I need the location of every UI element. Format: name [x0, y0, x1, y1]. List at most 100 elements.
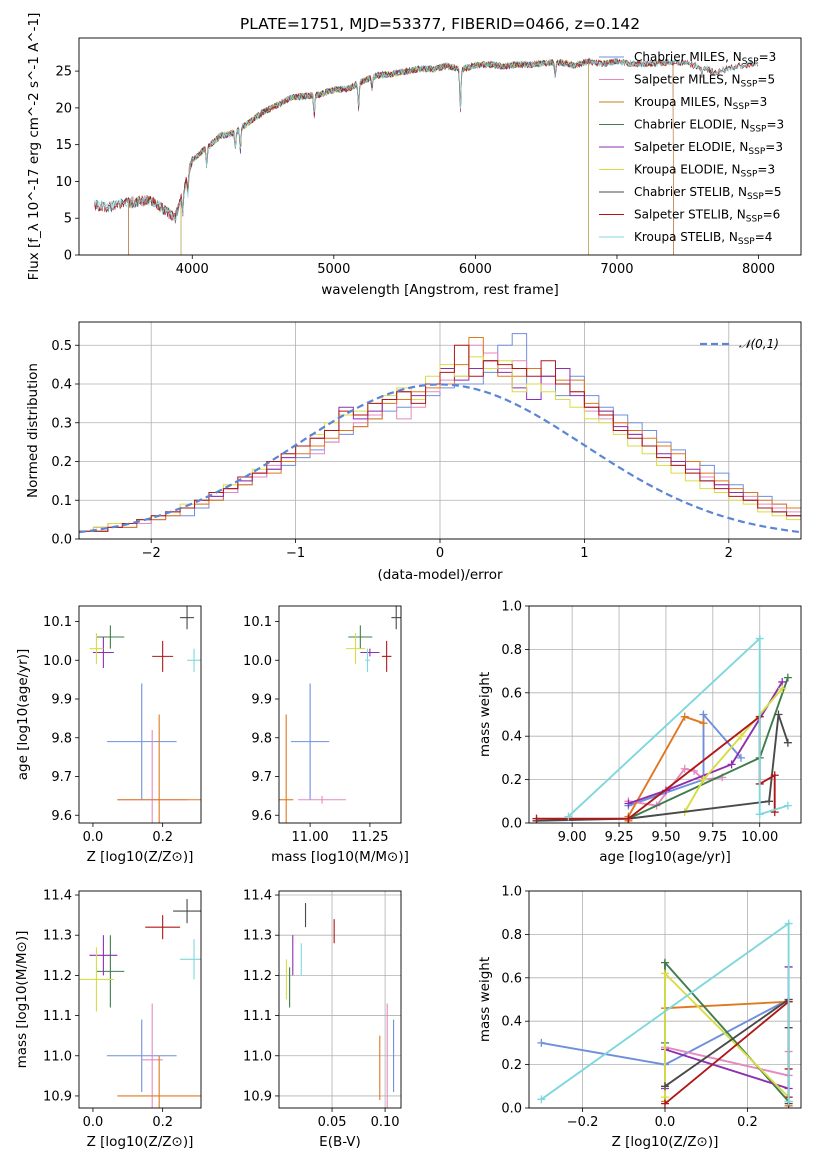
- y-tick-label: 9.7: [251, 770, 272, 785]
- y-tick-label: 0: [64, 249, 72, 264]
- x-tick-label: 9.75: [698, 830, 727, 845]
- y-axis-label: mass weight: [477, 672, 493, 757]
- axes-mass_vs_Z: 0.0 0.2 10.9 11.0 11.1 11.2 11.3 11.4 Z [log10(Z…: [14, 889, 202, 1150]
- errorbar-point: [173, 899, 201, 924]
- plot-area-age_vs_mass: [279, 606, 401, 823]
- y-tick-label: 10.0: [243, 654, 272, 669]
- errorbar-point: [381, 640, 392, 672]
- errorbar-point: [89, 633, 104, 665]
- legend-entry: 𝒩(0,1): [739, 337, 779, 351]
- y-tick-label: 11.3: [243, 929, 272, 944]
- errorbar-point: [391, 606, 401, 630]
- errorbar-point: [187, 648, 201, 672]
- weight-point-marker: [736, 753, 745, 762]
- y-axis-label: Normed distribution: [25, 363, 41, 498]
- axes-age_vs_Z: 0.0 0.2 9.6 9.7 9.8 9.9 10.0 10.1 Z [log10(Z/Z⊙)…: [15, 605, 202, 865]
- weight-point-marker: [699, 775, 708, 784]
- axes-frame: [278, 890, 402, 1109]
- x-tick-label: 10.00: [741, 830, 778, 845]
- weight-point-marker: [784, 1097, 793, 1106]
- axes-weight_vs_Z: −0.2 0.0 0.2 0.0 0.2 0.4 0.6 0.8 1.0 Z [log10(Z/Z…: [477, 885, 802, 1150]
- x-tick-label: 8000: [742, 262, 775, 277]
- legend-entry: Salpeter MILES, NSSP=5: [634, 73, 775, 90]
- plot-area-mass_vs_ebv: [285, 903, 395, 1108]
- y-tick-label: 10.9: [43, 1089, 72, 1104]
- x-tick-label: −1: [286, 546, 305, 561]
- y-tick-label: 15: [55, 138, 72, 153]
- plot-area-weight_vs_Z: [537, 919, 793, 1108]
- legend-entry: Salpeter STELIB, NSSP=6: [634, 208, 780, 225]
- errorbar-point: [79, 947, 114, 1012]
- axes-residual_hist: −2 −1 0 1 2 0.0 0.1 0.2 0.3 0.4 0.5 (data-model)/er…: [25, 321, 802, 583]
- x-axis-label: Z [log10(Z/Z⊙)]: [87, 1134, 194, 1150]
- spectrum-line: [180, 58, 589, 255]
- legend-entry: Salpeter ELODIE, NSSP=3: [634, 140, 783, 157]
- axes-frame: [78, 605, 202, 824]
- axes-frame: [78, 321, 802, 540]
- weight-series-line: [664, 999, 790, 1105]
- y-tick-label: 5: [64, 212, 72, 227]
- spectrum-line: [180, 58, 589, 255]
- x-tick-label: 0: [436, 546, 444, 561]
- plot-area-age_vs_Z: [89, 606, 201, 823]
- spectrum-line: [128, 57, 674, 255]
- weight-point-marker: [755, 634, 764, 643]
- y-tick-label: 9.9: [251, 693, 272, 708]
- errorbar-point: [106, 683, 177, 800]
- y-axis-label: Flux [f_λ 10^-17 erg cm^-2 s^-1 A^-1]: [26, 13, 42, 281]
- weight-series-line: [664, 1046, 790, 1077]
- legend-entry: Kroupa ELODIE, NSSP=3: [634, 163, 775, 180]
- histogram-series: [79, 344, 801, 539]
- y-tick-label: 11.3: [43, 929, 72, 944]
- axes-mass_vs_ebv: 0.05 0.10 10.9 11.0 11.1 11.2 11.3 11.4 E(B-V): [243, 889, 402, 1150]
- x-axis-label: (data-model)/error: [377, 567, 503, 583]
- errorbar-point: [279, 714, 294, 823]
- x-tick-label: 9.50: [651, 830, 680, 845]
- plot-area-mass_vs_Z: [79, 899, 201, 1108]
- legend-entry: Chabrier STELIB, NSSP=5: [634, 185, 782, 202]
- y-tick-label: 0.5: [51, 339, 72, 354]
- x-axis-label: Z [log10(Z/Z⊙)]: [87, 849, 194, 865]
- x-tick-label: 0.2: [152, 1115, 173, 1130]
- x-tick-label: 0.10: [371, 1115, 400, 1130]
- y-tick-label: 0.0: [501, 817, 522, 832]
- weight-point-marker: [624, 814, 633, 823]
- spectrum-line: [128, 58, 674, 255]
- x-axis-label: age [log10(age/yr)]: [599, 849, 731, 865]
- legend-spectrum: Chabrier MILES, NSSP=3 Salpeter MILES, NS…: [599, 50, 784, 247]
- axes-frame: [528, 605, 802, 824]
- errorbar-point: [290, 683, 330, 800]
- x-tick-label: 0.0: [655, 1115, 676, 1130]
- weight-point-marker: [680, 764, 689, 773]
- errorbar-point: [145, 915, 181, 940]
- weight-point-marker: [783, 673, 792, 682]
- weight-point-marker: [774, 710, 783, 719]
- y-tick-label: 0.2: [501, 773, 522, 788]
- weight-point-marker: [661, 1099, 669, 1108]
- x-tick-label: −0.2: [567, 1115, 599, 1130]
- axes-frame: [528, 890, 802, 1109]
- weight-point-marker: [727, 760, 736, 769]
- weight-series-line: [664, 971, 790, 1098]
- weight-point-marker: [778, 684, 787, 693]
- legend-entry: Kroupa STELIB, NSSP=4: [634, 230, 772, 247]
- spectrum-line: [128, 57, 674, 255]
- axes-weight_vs_age: 9.00 9.25 9.50 9.75 10.00 0.0 0.2 0.4 0.6 0.8 1.0 a…: [477, 600, 802, 865]
- y-tick-label: 9.7: [51, 770, 72, 785]
- y-tick-label: 0.4: [501, 1015, 522, 1030]
- y-tick-label: 0.3: [51, 416, 72, 431]
- errorbar-point: [298, 795, 346, 804]
- y-tick-label: 0.0: [501, 1102, 522, 1117]
- y-tick-label: 9.8: [51, 731, 72, 746]
- y-tick-label: 9.9: [51, 693, 72, 708]
- y-tick-label: 11.0: [243, 1049, 272, 1064]
- weight-point-marker: [661, 969, 669, 978]
- y-tick-label: 1.0: [501, 885, 522, 900]
- x-tick-label: 7000: [600, 262, 633, 277]
- spectrum-line: [180, 58, 589, 255]
- weight-point-marker: [765, 797, 774, 806]
- weight-point-marker: [564, 812, 573, 821]
- y-tick-label: 0.2: [51, 455, 72, 470]
- x-tick-label: 0.05: [318, 1115, 347, 1130]
- x-tick-label: −2: [142, 546, 161, 561]
